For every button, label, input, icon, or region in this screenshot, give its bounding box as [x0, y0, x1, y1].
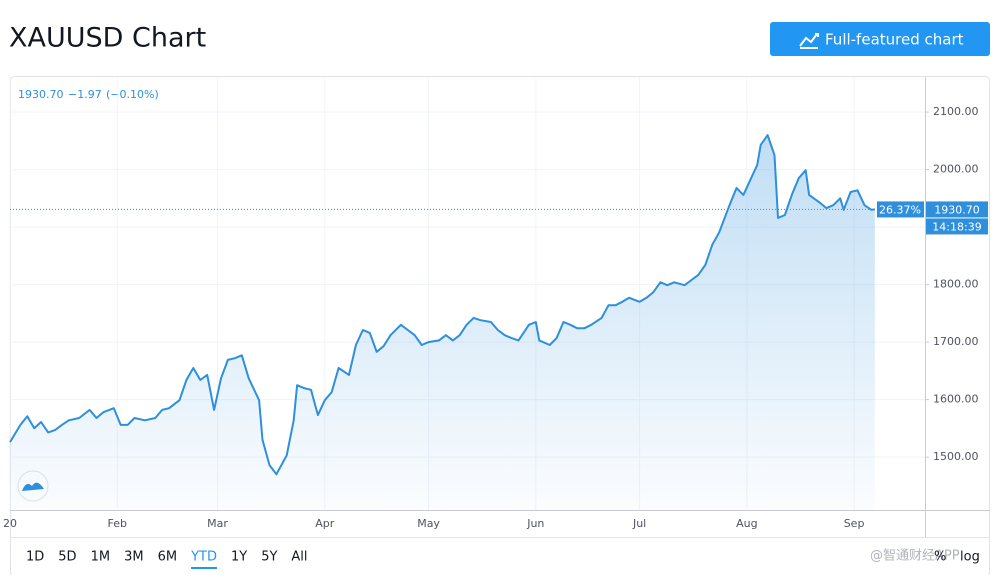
page-title: XAUUSD Chart — [9, 23, 206, 54]
price-tag — [926, 201, 988, 218]
scale-option[interactable]: % — [934, 550, 946, 565]
full-chart-button[interactable] — [770, 22, 990, 56]
time-tag-label: 14:18:39 — [932, 220, 981, 233]
y-tick-label: 1800.00 — [933, 278, 979, 291]
range-button[interactable]: 6M — [158, 550, 178, 565]
legend-change: −1.97 — [68, 88, 102, 101]
button-label: Full-featured chart — [825, 31, 964, 49]
price-tag-label: 1930.70 — [934, 203, 980, 216]
x-tick-label: Mar — [207, 517, 228, 530]
y-tick-label: 1700.00 — [933, 335, 979, 348]
range-button[interactable]: All — [291, 550, 307, 565]
y-tick-label: 2000.00 — [933, 163, 979, 176]
percent-tag — [877, 201, 924, 218]
y-tick-label: 1600.00 — [933, 393, 979, 406]
y-tick-label: 2100.00 — [933, 105, 979, 118]
button-icon — [799, 33, 819, 49]
y-tick-label: 1500.00 — [933, 450, 979, 463]
range-button[interactable]: 1M — [91, 550, 111, 565]
x-tick-label: May — [417, 517, 440, 530]
scale-option[interactable]: log — [960, 550, 980, 565]
percent-tag-label: 26.37% — [879, 203, 921, 216]
range-button[interactable]: 3M — [124, 550, 144, 565]
price-line — [9, 134, 875, 476]
x-tick-label: Jul — [632, 517, 646, 530]
x-tick-label: Aug — [736, 517, 757, 530]
x-tick-label: Jun — [526, 517, 544, 530]
area-fill — [10, 135, 875, 510]
watermark: @智通财经APP — [870, 549, 960, 564]
range-button[interactable]: YTD — [190, 550, 217, 565]
range-button[interactable]: 1Y — [231, 550, 247, 565]
time-tag — [926, 218, 988, 235]
legend-price: 1930.70 — [18, 88, 64, 101]
x-tick-label: Feb — [107, 517, 126, 530]
x-tick-label: Sep — [844, 517, 865, 530]
range-button[interactable]: 1D — [26, 550, 44, 565]
legend-change-pct: (−0.10%) — [106, 88, 159, 101]
x-tick-label: Apr — [315, 517, 335, 530]
range-button[interactable]: 5Y — [261, 550, 277, 565]
x-tick-label: 20 — [3, 517, 17, 530]
range-button[interactable]: 5D — [58, 550, 76, 565]
